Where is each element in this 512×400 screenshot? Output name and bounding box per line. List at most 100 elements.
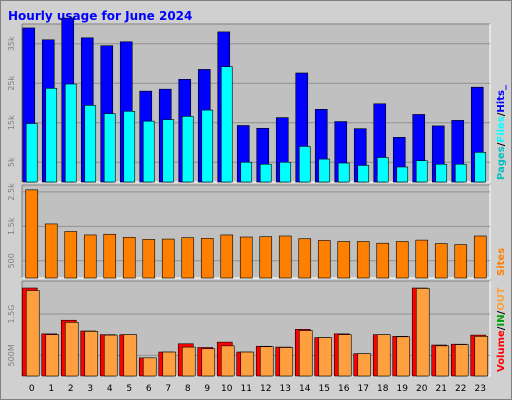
files-bar xyxy=(376,157,389,183)
out-bar xyxy=(415,288,430,377)
files-bar xyxy=(181,116,194,183)
out-bar xyxy=(337,334,352,377)
x-tick-label: 15 xyxy=(319,384,330,394)
out-bar xyxy=(298,330,313,377)
x-tick-label: 20 xyxy=(416,384,428,394)
x-tick-label: 9 xyxy=(204,384,210,394)
sites-bar xyxy=(376,242,390,279)
out-bar xyxy=(220,345,235,377)
x-tick-label: 6 xyxy=(146,384,152,394)
sites-bar xyxy=(395,241,409,279)
out-bar xyxy=(357,353,372,377)
legend-entry-volume: Volume xyxy=(496,330,507,372)
y-tick-label: 25k xyxy=(7,75,16,90)
x-tick-label: 2 xyxy=(68,384,74,394)
files-bar xyxy=(318,158,331,183)
files-bar xyxy=(142,120,155,183)
x-tick-label: 18 xyxy=(377,384,389,394)
sites-bar xyxy=(356,241,370,279)
files-bar xyxy=(454,163,467,183)
files-bar xyxy=(337,162,350,183)
y-tick-label: 500 xyxy=(7,253,16,268)
sites-bar xyxy=(64,231,78,279)
files-bar xyxy=(259,163,272,183)
sites-bar xyxy=(25,189,39,279)
files-bar xyxy=(415,160,428,183)
sites-bar xyxy=(142,239,156,279)
y-tick-label: 5k xyxy=(7,157,16,167)
out-bar xyxy=(454,344,469,377)
files-bar xyxy=(201,109,214,183)
files-bar xyxy=(123,110,136,183)
sites-bar xyxy=(200,238,214,279)
out-bar xyxy=(103,334,118,377)
files-bar xyxy=(298,146,311,183)
files-bar xyxy=(220,66,233,183)
files-bar xyxy=(45,88,58,183)
out-bar xyxy=(474,336,489,377)
x-tick-label: 4 xyxy=(107,384,113,394)
hits-files-pages-panel: 5k 15k 25k 35k xyxy=(7,17,491,183)
sites-bar xyxy=(454,244,468,279)
y-tick-label: 35k xyxy=(7,36,16,51)
out-bar xyxy=(25,290,40,377)
sites-bar xyxy=(415,239,429,279)
plot-area xyxy=(22,24,490,182)
out-bar xyxy=(181,346,196,377)
legend-entry-hits: Hits_ xyxy=(496,85,507,113)
sites-bar xyxy=(181,237,195,279)
x-tick-label: 0 xyxy=(29,384,35,394)
x-tick-label: 7 xyxy=(165,384,171,394)
x-tick-label: 21 xyxy=(436,384,447,394)
x-tick-label: 14 xyxy=(299,384,311,394)
hour-axis: 0 1 2 3 4 5 6 7 8 9 10 11 12 13 14 15 16 17 18 19 20 21 22 23 xyxy=(29,384,486,394)
files-bar xyxy=(435,163,448,183)
legend-0: Pages/Files/Hits_ xyxy=(496,85,507,180)
legend-entry-sep1: / xyxy=(496,142,507,146)
sites-bar xyxy=(103,233,117,279)
x-tick-label: 17 xyxy=(358,384,369,394)
plot-area xyxy=(22,185,490,278)
sites-bar xyxy=(278,235,292,279)
out-bar xyxy=(162,351,177,377)
sites-bar xyxy=(239,236,253,279)
out-bar xyxy=(396,336,411,377)
x-tick-label: 11 xyxy=(241,384,252,394)
chart-title: Hourly usage for June 2024 xyxy=(8,9,192,23)
sites-bar xyxy=(298,238,312,279)
out-bar xyxy=(259,346,274,377)
out-bar xyxy=(376,334,391,377)
legend-entry-sep2: / xyxy=(496,112,507,116)
out-bar xyxy=(279,347,294,377)
files-bar xyxy=(240,161,253,183)
x-tick-label: 3 xyxy=(87,384,93,394)
files-bar xyxy=(357,165,370,183)
sites-bar xyxy=(473,235,487,279)
x-tick-label: 23 xyxy=(475,384,486,394)
sites-bar xyxy=(259,236,273,279)
files-bar xyxy=(279,161,292,183)
x-tick-label: 22 xyxy=(455,384,466,394)
legend-2: Volume/IN/OUT xyxy=(496,287,507,372)
out-bar xyxy=(240,351,255,377)
x-tick-label: 8 xyxy=(185,384,191,394)
legend-entry-pages: Pages xyxy=(496,146,507,180)
files-bar xyxy=(103,113,116,183)
sites-bar xyxy=(83,234,97,279)
files-bar xyxy=(64,83,77,183)
sites-bar xyxy=(44,223,58,279)
out-bar xyxy=(84,331,99,377)
x-tick-label: 5 xyxy=(126,384,132,394)
files-bar xyxy=(474,152,487,183)
legend-entry-in: IN xyxy=(496,314,507,326)
y-tick-label: 500M xyxy=(7,344,16,366)
y-tick-label: 1.5G xyxy=(7,305,16,324)
files-bar xyxy=(162,119,175,183)
legend-entry-files: Files xyxy=(496,116,507,142)
out-bar xyxy=(318,337,333,377)
out-bar xyxy=(142,357,157,377)
sites-bar xyxy=(434,243,448,279)
x-tick-label: 16 xyxy=(338,384,350,394)
